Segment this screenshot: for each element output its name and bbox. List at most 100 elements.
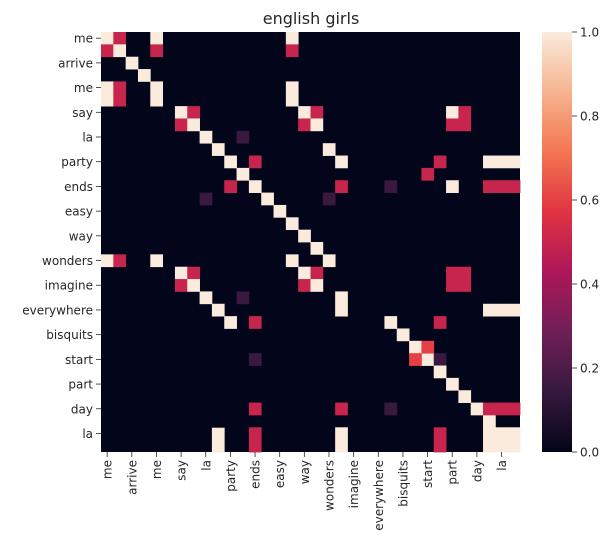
- heatmap-cell: [174, 266, 188, 280]
- heatmap-cell: [483, 414, 496, 428]
- heatmap-cell: [433, 155, 447, 169]
- colorbar-tick-label: 0.4: [580, 278, 599, 292]
- y-tick-label: ends: [64, 180, 93, 194]
- heatmap-cell: [285, 44, 299, 58]
- heatmap-cell: [211, 439, 225, 453]
- heatmap-cell: [101, 32, 114, 45]
- heatmap-cell: [470, 402, 484, 416]
- heatmap-cell: [310, 118, 324, 132]
- heatmap-cell: [458, 390, 472, 403]
- heatmap-cell: [433, 365, 447, 379]
- x-tick-label: bisquits: [396, 460, 410, 507]
- colorbar-tick-label: 0.8: [580, 110, 599, 124]
- heatmap-cell: [211, 303, 225, 317]
- heatmap-cell: [150, 44, 164, 58]
- heatmap-cell: [285, 254, 299, 268]
- colorbar-ticks: 0.0 0.2 0.4 0.6 0.8 1.0: [572, 26, 599, 460]
- heatmap-cell: [446, 180, 459, 193]
- heatmap-cell: [248, 316, 262, 329]
- heatmap-cell: [507, 180, 521, 193]
- heatmap-cell: [199, 130, 213, 144]
- y-tick-label: bisquits: [46, 328, 93, 342]
- y-tick-label: everywhere: [22, 303, 93, 317]
- heatmap-cell: [224, 316, 237, 329]
- heatmap-cell: [507, 439, 521, 453]
- heatmap-cell: [495, 427, 509, 441]
- y-tick-label: imagine: [45, 279, 93, 293]
- heatmap-cell: [298, 266, 311, 280]
- heatmap-cell: [507, 427, 521, 441]
- heatmap-cell: [236, 167, 250, 181]
- y-tick-label: la: [82, 427, 93, 441]
- heatmap-cells: [101, 32, 521, 453]
- heatmap-cell: [248, 402, 262, 416]
- colorbar-tick-label: 0.0: [580, 446, 599, 460]
- heatmap-cell: [384, 180, 398, 193]
- x-tick-label: part: [446, 460, 460, 485]
- heatmap-cell: [101, 81, 114, 95]
- heatmap-cell: [150, 93, 164, 107]
- heatmap-cell: [113, 254, 127, 268]
- heatmap-cell: [433, 439, 447, 453]
- x-tick-label: say: [175, 460, 189, 481]
- colorbar-tick-label: 0.2: [580, 362, 599, 376]
- heatmap-cell: [458, 106, 472, 119]
- x-tick-label: party: [224, 460, 238, 492]
- heatmap-cell: [458, 118, 472, 132]
- y-tick-label: la: [82, 131, 93, 145]
- heatmap-cell: [101, 93, 114, 107]
- y-tick-label: part: [68, 378, 93, 392]
- heatmap-cell: [335, 427, 348, 441]
- heatmap-cell: [335, 439, 348, 453]
- colorbar-tick-label: 0.6: [580, 194, 599, 208]
- heatmap-cell: [187, 106, 200, 119]
- x-tick-label: imagine: [347, 460, 361, 508]
- heatmap-cell: [224, 155, 237, 169]
- heatmap-cell: [446, 118, 459, 132]
- x-tick-label: la: [199, 460, 213, 471]
- heatmap-cell: [113, 93, 127, 107]
- heatmap-cell: [507, 402, 521, 416]
- heatmap-cell: [248, 155, 262, 169]
- heatmap-cell: [495, 180, 509, 193]
- heatmap-cell: [211, 143, 225, 156]
- heatmap-cell: [199, 192, 213, 206]
- heatmap-cell: [101, 254, 114, 268]
- heatmap-cell: [483, 439, 496, 453]
- heatmap-cell: [335, 402, 348, 416]
- heatmap-cell: [495, 402, 509, 416]
- heatmap-cell: [248, 353, 262, 366]
- heatmap-cell: [199, 291, 213, 305]
- heatmap-cell: [310, 279, 324, 292]
- heatmap-cell: [396, 328, 410, 342]
- heatmap-cell: [446, 279, 459, 292]
- heatmap-cell: [384, 402, 398, 416]
- y-tick-label: start: [65, 353, 93, 367]
- heatmap-cell: [285, 93, 299, 107]
- y-tick-label: say: [72, 106, 93, 120]
- heatmap-cell: [125, 56, 139, 70]
- heatmap-cell: [261, 192, 274, 206]
- heatmap-cell: [335, 155, 348, 169]
- heatmap-cell: [322, 192, 336, 206]
- y-tick-label: arrive: [58, 56, 93, 70]
- heatmap-cell: [236, 291, 250, 305]
- heatmap-cell: [150, 32, 164, 45]
- y-tick-label: wonders: [42, 254, 93, 268]
- heatmap-cell: [174, 118, 188, 132]
- heatmap-cell: [298, 229, 311, 243]
- y-tick-label: easy: [65, 205, 93, 219]
- heatmap-cell: [211, 414, 225, 428]
- heatmap-cell: [322, 254, 336, 268]
- heatmap-cell: [248, 180, 262, 193]
- heatmap-cell: [483, 180, 496, 193]
- x-tick-label: everywhere: [372, 460, 386, 531]
- heatmap-cell: [113, 32, 127, 45]
- x-tick-label: ends: [249, 460, 263, 489]
- heatmap-cell: [174, 279, 188, 292]
- heatmap-cell: [384, 316, 398, 329]
- heatmap-cell: [174, 106, 188, 119]
- x-axis-ticks: me arrive me say la party ends easy way wonders im…: [101, 452, 509, 531]
- heatmap-cell: [483, 303, 496, 317]
